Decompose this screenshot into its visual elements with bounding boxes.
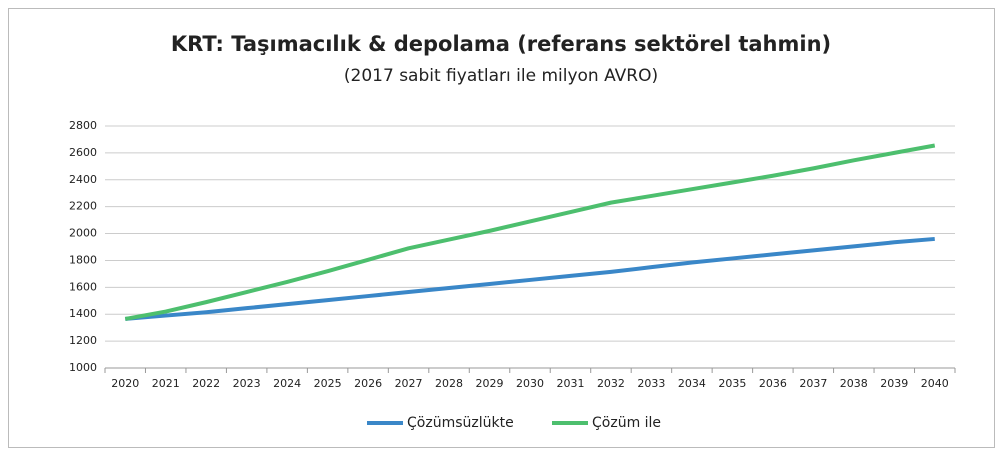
x-tick-label: 2034 — [678, 377, 706, 390]
x-tick-label: 2039 — [880, 377, 908, 390]
x-tick-label: 2033 — [637, 377, 665, 390]
y-tick-label: 2000 — [69, 227, 97, 240]
x-tick-label: 2025 — [314, 377, 342, 390]
x-tick-label: 2021 — [152, 377, 180, 390]
series-line — [124, 143, 936, 321]
x-tick-label: 2027 — [395, 377, 423, 390]
y-tick-label: 2600 — [69, 146, 97, 159]
x-tick-label: 2031 — [556, 377, 584, 390]
y-tick-label: 1400 — [69, 307, 97, 320]
chart-title: KRT: Taşımacılık & depolama (referans se… — [171, 32, 831, 56]
x-tick-label: 2032 — [597, 377, 625, 390]
chart-subtitle: (2017 sabit fiyatları ile milyon AVRO) — [344, 66, 658, 86]
legend-label: Çözüm ile — [592, 415, 661, 431]
y-tick-label: 1200 — [69, 334, 97, 347]
x-tick-label: 2038 — [840, 377, 868, 390]
y-tick-label: 1800 — [69, 253, 97, 266]
y-tick-label: 2800 — [69, 119, 97, 132]
x-tick-label: 2029 — [476, 377, 504, 390]
x-tick-label: 2037 — [799, 377, 827, 390]
y-tick-label: 1000 — [69, 361, 97, 374]
x-tick-label: 2030 — [516, 377, 544, 390]
x-tick-label: 2023 — [233, 377, 261, 390]
x-tick-label: 2040 — [921, 377, 949, 390]
x-tick-label: 2022 — [192, 377, 220, 390]
x-tick-label: 2035 — [718, 377, 746, 390]
x-tick-label: 2020 — [111, 377, 139, 390]
x-tick-label: 2036 — [759, 377, 787, 390]
series-line — [125, 236, 935, 321]
x-tick-label: 2024 — [273, 377, 301, 390]
x-tick-label: 2026 — [354, 377, 382, 390]
legend-label: Çözümsüzlükte — [407, 415, 514, 431]
y-tick-label: 2200 — [69, 200, 97, 213]
x-tick-label: 2028 — [435, 377, 463, 390]
y-tick-label: 1600 — [69, 280, 97, 293]
y-tick-label: 2400 — [69, 173, 97, 186]
